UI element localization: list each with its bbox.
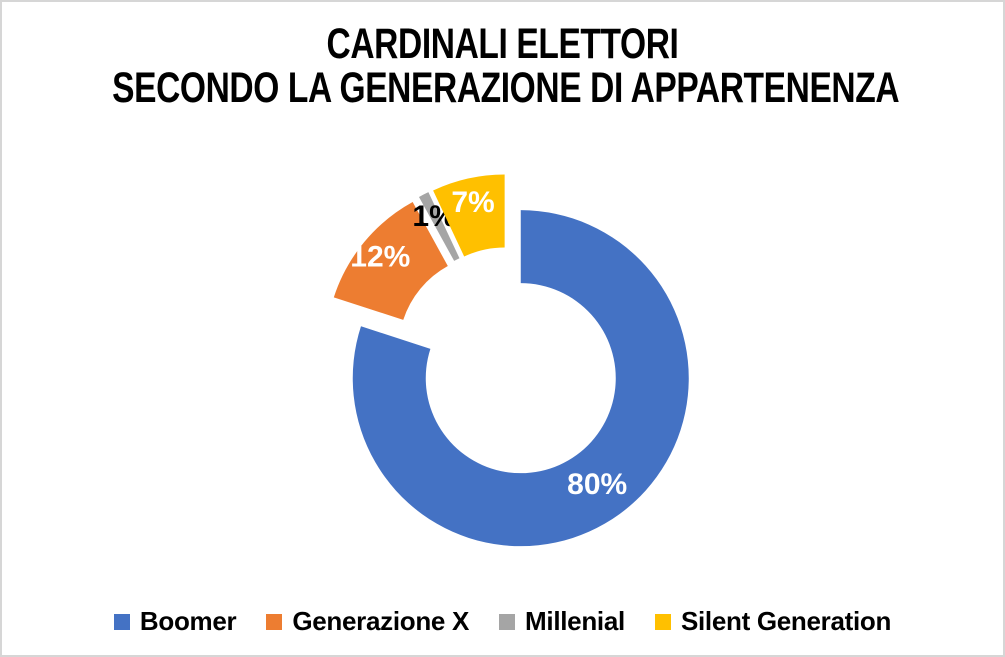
legend-item-generazione-x: Generazione X [266, 606, 469, 637]
legend-label-silent-generation: Silent Generation [680, 606, 892, 636]
data-label-generazione-x: 12% [350, 240, 410, 273]
chart-legend: Boomer Generazione X Millenial Silent Ge… [2, 606, 1003, 637]
chart-title: CARDINALI ELETTORI SECONDO LA GENERAZION… [112, 20, 900, 112]
legend-swatch-silent-generation [654, 613, 671, 630]
data-label-silent-generation: 7% [451, 186, 494, 219]
slice-silent-generation [433, 174, 505, 257]
legend-swatch-generazione-x [266, 613, 283, 630]
legend-item-boomer: Boomer [113, 606, 237, 637]
legend-item-millenial: Millenial [499, 606, 625, 637]
slice-generazione-x [333, 202, 448, 320]
slice-millenial [418, 192, 460, 261]
chart-title-line-1: CARDINALI ELETTORI [326, 20, 679, 68]
data-label-boomer: 80% [567, 468, 627, 501]
legend-label-generazione-x: Generazione X [292, 606, 470, 636]
legend-swatch-boomer [113, 613, 130, 630]
legend-item-silent-generation: Silent Generation [654, 606, 892, 637]
legend-label-boomer: Boomer [139, 606, 237, 636]
chart-title-line-2: SECONDO LA GENERAZIONE DI APPARTENENZA [112, 64, 900, 112]
legend-label-millenial: Millenial [525, 606, 625, 636]
slice-boomer [352, 210, 689, 547]
legend-swatch-millenial [499, 613, 516, 630]
